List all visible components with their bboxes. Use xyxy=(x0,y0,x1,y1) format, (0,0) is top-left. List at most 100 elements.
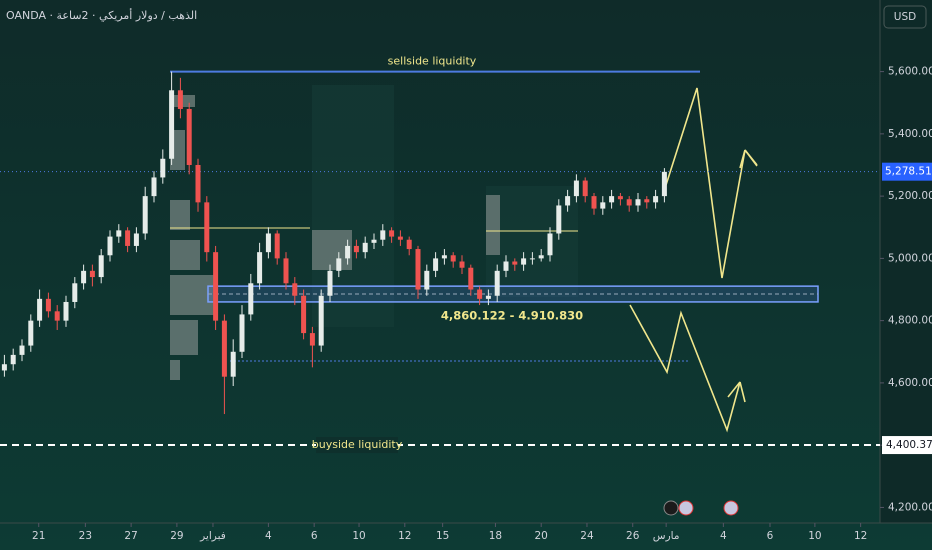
x-tick-label: 6 xyxy=(767,530,774,542)
candle-body xyxy=(380,230,386,240)
candle-body xyxy=(345,245,351,259)
candle-body xyxy=(37,298,43,321)
candle-body xyxy=(1,364,7,371)
candle-body xyxy=(265,233,271,253)
profile-bar xyxy=(170,360,180,380)
x-tick-label: 10 xyxy=(352,530,365,542)
arrow-head xyxy=(739,149,758,169)
candle-body xyxy=(661,171,667,197)
candle-body xyxy=(353,245,359,253)
candle-body xyxy=(397,236,403,240)
profile-bar xyxy=(170,320,198,355)
x-tick-label: 29 xyxy=(170,530,183,542)
x-tick-label: 18 xyxy=(489,530,502,542)
event-icon[interactable] xyxy=(663,500,679,516)
y-tick-label: 5,600.000 xyxy=(888,66,932,78)
candle-body xyxy=(72,283,78,302)
candle-body xyxy=(204,202,210,253)
candle-body xyxy=(257,252,263,284)
candle-body xyxy=(327,270,333,296)
candle-body xyxy=(230,351,236,377)
candle-body xyxy=(169,90,175,159)
price-axis-panel xyxy=(880,0,932,523)
last-price-tag-bg xyxy=(882,162,932,181)
candle-body xyxy=(318,295,324,346)
candle-body xyxy=(450,255,456,262)
x-tick-label: 6 xyxy=(311,530,318,542)
candle-body xyxy=(151,177,157,197)
x-tick-label: 21 xyxy=(32,530,45,542)
candle-body xyxy=(477,289,483,299)
candle-body xyxy=(406,239,412,250)
x-tick-label: 4 xyxy=(265,530,272,542)
candle-body xyxy=(362,242,368,253)
currency-button[interactable] xyxy=(883,5,927,29)
x-tick-label: فبراير xyxy=(199,530,226,542)
currency[interactable]: USD xyxy=(894,11,916,23)
event-icon[interactable] xyxy=(678,500,694,516)
candle-body xyxy=(10,354,16,365)
candle-body xyxy=(89,270,95,278)
candle-body xyxy=(441,255,447,259)
candle-body xyxy=(485,295,491,299)
candle-body xyxy=(529,258,535,260)
candle-body xyxy=(301,295,307,334)
x-tick-label: 26 xyxy=(626,530,640,542)
x-tick-label: 12 xyxy=(854,530,867,542)
candle-body xyxy=(125,230,131,246)
x-tick-label: مارس xyxy=(653,530,680,542)
buyside-tag: 4,400.371 xyxy=(886,439,932,451)
candle-body xyxy=(221,320,227,377)
candle-body xyxy=(98,255,104,278)
drawn-path xyxy=(170,87,758,433)
candle-body xyxy=(538,255,544,259)
candle-body xyxy=(142,196,148,234)
candle-body xyxy=(177,90,183,109)
candle-body xyxy=(653,196,659,203)
candle-body xyxy=(371,239,377,243)
candle-body xyxy=(494,270,500,296)
candle-body xyxy=(54,311,60,321)
x-tick-label: 12 xyxy=(398,530,411,542)
candle-body xyxy=(28,320,34,346)
candle-body xyxy=(186,108,192,165)
candle-body xyxy=(213,252,219,321)
y-tick-label: 5,200.000 xyxy=(888,190,932,202)
projection-down xyxy=(629,304,741,433)
candle-body xyxy=(336,258,342,271)
candle-body xyxy=(309,333,315,346)
projection-up xyxy=(665,87,746,279)
x-tick-label: 20 xyxy=(535,530,548,542)
candle-body xyxy=(468,267,474,290)
x-tick-label: 24 xyxy=(580,530,594,542)
y-tick-label: 4,800.000 xyxy=(888,315,932,327)
profile-bar xyxy=(170,200,190,230)
event-icon[interactable] xyxy=(723,500,739,516)
candle-body xyxy=(512,261,518,265)
buyside-tag-bg xyxy=(882,436,932,455)
symbol-title: OANDA · الذهب / دولار أمريكي · 2ساعة xyxy=(6,8,197,22)
arrow-head xyxy=(727,381,746,403)
last-price-tag: 5,278.510 xyxy=(885,166,932,178)
x-tick-label: 15 xyxy=(436,530,449,542)
candle-body xyxy=(626,199,632,206)
candle-body xyxy=(160,158,166,178)
candle-body xyxy=(195,164,201,203)
candle-body xyxy=(609,196,615,203)
candle-body xyxy=(248,283,254,315)
candle-body xyxy=(45,298,51,312)
candle-body xyxy=(600,202,606,209)
x-tick-label: 23 xyxy=(79,530,92,542)
candle-body xyxy=(424,270,430,290)
candle-body xyxy=(292,283,298,296)
candle-body xyxy=(591,196,597,209)
candle-body xyxy=(521,258,527,265)
candle-body xyxy=(19,345,25,355)
candle-body xyxy=(389,230,395,237)
zone-label: 4,860.122 - 4.910.830 xyxy=(441,308,583,322)
candle-body xyxy=(556,205,562,234)
profile-bar xyxy=(170,240,200,270)
candle-body xyxy=(459,261,465,268)
profile-box xyxy=(486,186,578,297)
